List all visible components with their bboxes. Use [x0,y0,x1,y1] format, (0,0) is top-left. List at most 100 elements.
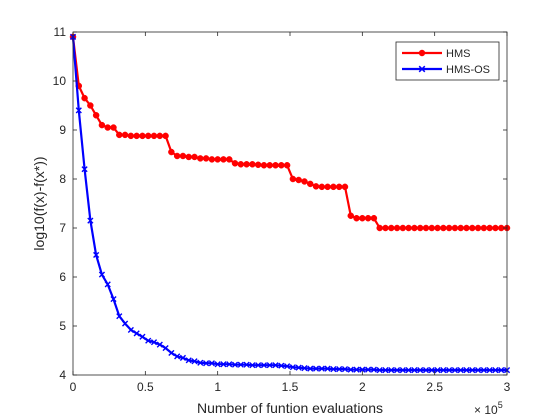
data-point-hms [214,156,221,163]
y-tick-label: 5 [59,319,66,333]
legend-marker-hms-os [418,65,426,73]
data-point-hms [440,224,447,232]
data-point-hms-os [110,295,117,303]
legend-box [395,41,500,81]
data-point-hms [208,156,216,163]
data-point-hms [364,214,372,222]
data-point-hms-os [486,367,493,374]
data-point-hms-os [93,251,100,259]
data-point-hms [318,183,326,191]
x-exponent: × 105 [474,400,503,417]
data-point-hms-os [156,341,163,348]
data-point-hms [150,132,158,140]
data-point-hms-os [202,360,210,367]
data-point-hms [463,224,470,232]
data-point-hms-os [457,367,464,374]
y-axis-label: log10(f(x)-f(x*)) [31,156,47,250]
data-point-hms [335,183,343,191]
legend: HMS HMS-OS [395,41,500,81]
data-point-hms-os [307,365,314,372]
data-point-hms-os [98,271,106,278]
x-tick-label: 1.5 [282,380,299,394]
data-point-hms [98,121,106,129]
data-point-hms-os [278,362,285,369]
data-point-hms [347,212,355,219]
data-point-hms-os [341,366,349,373]
data-point-hms [399,224,407,232]
data-point-hms [295,176,302,184]
data-point-hms [312,183,320,190]
data-point-hms [144,132,152,140]
data-point-hms-os [382,367,389,374]
data-point-hms-os [474,367,482,374]
data-point-hms [231,160,239,167]
series-hms [69,33,511,232]
y-tick-label: 7 [59,221,66,235]
x-tick-label: 1 [214,380,221,394]
data-point-hms [486,224,493,232]
data-point-hms-os [249,362,256,369]
legend-label-hms-os: HMS-OS [446,64,490,76]
data-point-hms [162,132,169,140]
y-tick-label: 8 [59,172,66,186]
data-point-hms [133,132,140,140]
data-point-hms-os [365,366,372,373]
data-point-hms-os [104,281,111,288]
data-point-hms [422,224,430,232]
data-point-hms [376,224,383,232]
series-layer [69,33,511,374]
data-point-hms-os [220,361,227,368]
data-point-hms [179,152,187,160]
data-point-hms-os [347,366,354,373]
data-point-hms [278,162,285,169]
data-point-hms [434,224,441,232]
x-tick-label: 0 [70,380,77,394]
data-point-hms [173,152,181,160]
y-tick-label: 9 [59,123,66,137]
data-point-hms [492,224,499,232]
data-point-hms-os [480,367,487,374]
data-point-hms [474,224,482,232]
data-point-hms [457,224,464,232]
data-point-hms [341,183,349,191]
data-point-hms-os [411,367,418,374]
data-point-hms-os [214,361,221,368]
data-point-hms [168,148,175,156]
data-point-hms-os [446,367,453,374]
data-point-hms [220,156,227,163]
data-point-hms [197,155,204,162]
data-point-hms [225,156,233,163]
data-point-hms [260,162,268,169]
data-point-hms-os [255,362,262,369]
y-tick-label: 10 [53,74,67,88]
data-point-hms-os [324,365,331,372]
data-point-hms [87,102,94,109]
data-point-hms-os [428,367,435,374]
data-point-hms [92,112,100,119]
data-point-hms-os [312,365,320,372]
data-point-hms [324,183,331,191]
data-point-hms-os [179,354,187,361]
data-point-hms [405,224,412,232]
legend-marker-hms [418,49,426,57]
data-point-hms [202,155,210,162]
data-point-hms [393,224,401,232]
x-tick-label: 2 [359,380,366,394]
data-point-hms-os [174,353,181,360]
data-point-hms-os [330,366,337,373]
x-tick-label: 3 [504,380,511,394]
data-point-hms-os [405,367,412,374]
data-point-hms-os [208,360,215,367]
data-point-hms-os [231,361,239,368]
data-point-hms [370,214,378,222]
data-point-hms [411,224,418,232]
series-hms-os [69,33,511,374]
data-point-hms [469,224,476,232]
data-point-hms-os [399,367,406,374]
data-point-hms [110,124,117,131]
data-point-hms [237,161,245,168]
data-point-hms-os [370,366,378,373]
data-point-hms [127,132,135,140]
data-point-hms [243,161,250,168]
